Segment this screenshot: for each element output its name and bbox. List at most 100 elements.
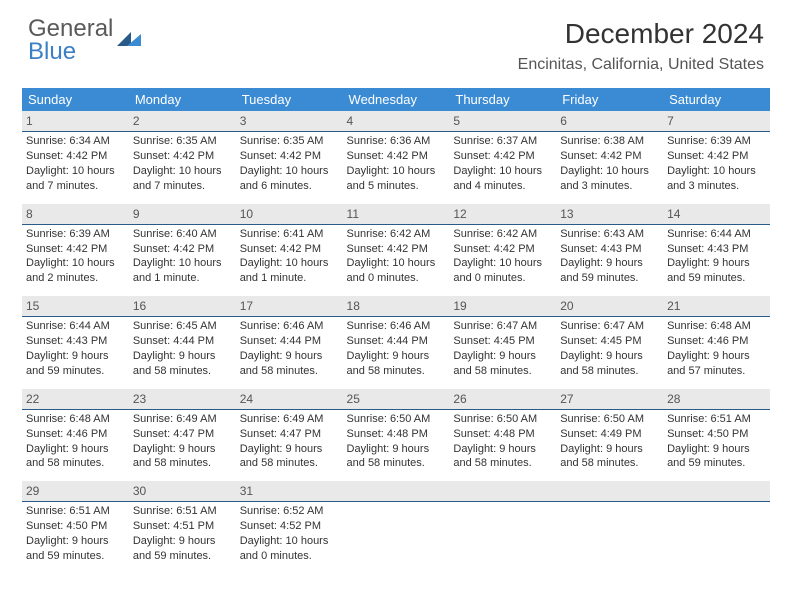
- daylight-line: Daylight: 10 hours and 1 minute.: [133, 256, 232, 286]
- day-number: 20: [556, 296, 663, 317]
- day-number: 24: [236, 389, 343, 410]
- sunset-line: Sunset: 4:43 PM: [667, 242, 766, 257]
- day-number: 4: [343, 111, 450, 132]
- sunrise-line: Sunrise: 6:47 AM: [453, 319, 552, 334]
- brand-mark-icon: [117, 28, 143, 53]
- daylight-line: Daylight: 9 hours and 58 minutes.: [347, 442, 446, 472]
- sunrise-line: Sunrise: 6:50 AM: [453, 412, 552, 427]
- daylight-line: Daylight: 10 hours and 0 minutes.: [240, 534, 339, 564]
- sunrise-line: Sunrise: 6:42 AM: [347, 227, 446, 242]
- sunrise-line: Sunrise: 6:50 AM: [560, 412, 659, 427]
- page-title: December 2024: [518, 18, 764, 50]
- daylight-line: Daylight: 9 hours and 59 minutes.: [26, 349, 125, 379]
- day-number: [663, 481, 770, 502]
- sunrise-line: Sunrise: 6:41 AM: [240, 227, 339, 242]
- day-number: [556, 481, 663, 502]
- day-cell: 28Sunrise: 6:51 AMSunset: 4:50 PMDayligh…: [663, 389, 770, 482]
- sunrise-line: Sunrise: 6:44 AM: [26, 319, 125, 334]
- day-number: 8: [22, 204, 129, 225]
- day-cell: 2Sunrise: 6:35 AMSunset: 4:42 PMDaylight…: [129, 111, 236, 204]
- sunset-line: Sunset: 4:43 PM: [26, 334, 125, 349]
- sunset-line: Sunset: 4:42 PM: [453, 242, 552, 257]
- daylight-line: Daylight: 10 hours and 5 minutes.: [347, 164, 446, 194]
- sunset-line: Sunset: 4:44 PM: [240, 334, 339, 349]
- sunset-line: Sunset: 4:42 PM: [560, 149, 659, 164]
- day-number: 29: [22, 481, 129, 502]
- daylight-line: Daylight: 9 hours and 58 minutes.: [453, 442, 552, 472]
- day-cell: 1Sunrise: 6:34 AMSunset: 4:42 PMDaylight…: [22, 111, 129, 204]
- day-number: 26: [449, 389, 556, 410]
- daylight-line: Daylight: 10 hours and 3 minutes.: [560, 164, 659, 194]
- daylight-line: Daylight: 9 hours and 59 minutes.: [667, 442, 766, 472]
- day-cell: 21Sunrise: 6:48 AMSunset: 4:46 PMDayligh…: [663, 296, 770, 389]
- week-row: 15Sunrise: 6:44 AMSunset: 4:43 PMDayligh…: [22, 296, 770, 389]
- daylight-line: Daylight: 9 hours and 59 minutes.: [667, 256, 766, 286]
- daylight-line: Daylight: 9 hours and 58 minutes.: [560, 442, 659, 472]
- sunset-line: Sunset: 4:44 PM: [347, 334, 446, 349]
- day-cell: 20 Sunrise: 6:47 AMSunset: 4:45 PMDayligh…: [556, 296, 663, 389]
- sunrise-line: Sunrise: 6:42 AM: [453, 227, 552, 242]
- day-number: 27: [556, 389, 663, 410]
- sunrise-line: Sunrise: 6:47 AM: [560, 319, 659, 334]
- day-cell: 5Sunrise: 6:37 AMSunset: 4:42 PMDaylight…: [449, 111, 556, 204]
- sunset-line: Sunset: 4:46 PM: [26, 427, 125, 442]
- sunrise-line: Sunrise: 6:46 AM: [240, 319, 339, 334]
- day-number: 23: [129, 389, 236, 410]
- day-number: 15: [22, 296, 129, 317]
- sunrise-line: Sunrise: 6:49 AM: [240, 412, 339, 427]
- daylight-line: Daylight: 10 hours and 0 minutes.: [347, 256, 446, 286]
- day-number: 5: [449, 111, 556, 132]
- sunrise-line: Sunrise: 6:39 AM: [667, 134, 766, 149]
- day-cell: 25Sunrise: 6:50 AMSunset: 4:48 PMDayligh…: [343, 389, 450, 482]
- sunrise-line: Sunrise: 6:35 AM: [133, 134, 232, 149]
- sunrise-line: Sunrise: 6:40 AM: [133, 227, 232, 242]
- daylight-line: Daylight: 9 hours and 58 minutes.: [560, 349, 659, 379]
- daylight-line: Daylight: 10 hours and 7 minutes.: [133, 164, 232, 194]
- day-number: 6: [556, 111, 663, 132]
- sunset-line: Sunset: 4:42 PM: [133, 149, 232, 164]
- sunset-line: Sunset: 4:50 PM: [667, 427, 766, 442]
- daylight-line: Daylight: 9 hours and 59 minutes.: [26, 534, 125, 564]
- day-number: 30: [129, 481, 236, 502]
- day-number: 3: [236, 111, 343, 132]
- sunrise-line: Sunrise: 6:45 AM: [133, 319, 232, 334]
- week-row: 29Sunrise: 6:51 AMSunset: 4:50 PMDayligh…: [22, 481, 770, 574]
- day-number: 14: [663, 204, 770, 225]
- day-cell: 13Sunrise: 6:43 AMSunset: 4:43 PMDayligh…: [556, 204, 663, 297]
- day-number: 16: [129, 296, 236, 317]
- daylight-line: Daylight: 9 hours and 58 minutes.: [240, 349, 339, 379]
- day-cell: 6Sunrise: 6:38 AMSunset: 4:42 PMDaylight…: [556, 111, 663, 204]
- day-number: 10: [236, 204, 343, 225]
- daylight-line: Daylight: 10 hours and 0 minutes.: [453, 256, 552, 286]
- sunset-line: Sunset: 4:52 PM: [240, 519, 339, 534]
- daylight-line: Daylight: 9 hours and 59 minutes.: [560, 256, 659, 286]
- day-cell: 19Sunrise: 6:47 AMSunset: 4:45 PMDayligh…: [449, 296, 556, 389]
- sunrise-line: Sunrise: 6:43 AM: [560, 227, 659, 242]
- dow-cell: Sunday: [22, 88, 129, 111]
- sunset-line: Sunset: 4:45 PM: [560, 334, 659, 349]
- day-cell: 15 Sunrise: 6:44 AMSunset: 4:43 PMDayligh…: [22, 296, 129, 389]
- day-number: 1: [22, 111, 129, 132]
- sunrise-line: Sunrise: 6:51 AM: [26, 504, 125, 519]
- sunrise-line: Sunrise: 6:52 AM: [240, 504, 339, 519]
- day-cell: 27Sunrise: 6:50 AMSunset: 4:49 PMDayligh…: [556, 389, 663, 482]
- day-number: 19: [449, 296, 556, 317]
- sunset-line: Sunset: 4:42 PM: [26, 149, 125, 164]
- week-row: 8Sunrise: 6:39 AMSunset: 4:42 PMDaylight…: [22, 204, 770, 297]
- daylight-line: Daylight: 9 hours and 58 minutes.: [26, 442, 125, 472]
- daylight-line: Daylight: 9 hours and 57 minutes.: [667, 349, 766, 379]
- sunset-line: Sunset: 4:45 PM: [453, 334, 552, 349]
- sunrise-line: Sunrise: 6:37 AM: [453, 134, 552, 149]
- daylight-line: Daylight: 10 hours and 6 minutes.: [240, 164, 339, 194]
- day-number: 31: [236, 481, 343, 502]
- sunset-line: Sunset: 4:51 PM: [133, 519, 232, 534]
- dow-cell: Wednesday: [343, 88, 450, 111]
- sunrise-line: Sunrise: 6:44 AM: [667, 227, 766, 242]
- day-cell: 24Sunrise: 6:49 AMSunset: 4:47 PMDayligh…: [236, 389, 343, 482]
- daylight-line: Daylight: 9 hours and 58 minutes.: [133, 349, 232, 379]
- day-cell: 30Sunrise: 6:51 AMSunset: 4:51 PMDayligh…: [129, 481, 236, 574]
- day-number: [449, 481, 556, 502]
- day-number: 17: [236, 296, 343, 317]
- empty-cell: [343, 481, 450, 574]
- sunrise-line: Sunrise: 6:34 AM: [26, 134, 125, 149]
